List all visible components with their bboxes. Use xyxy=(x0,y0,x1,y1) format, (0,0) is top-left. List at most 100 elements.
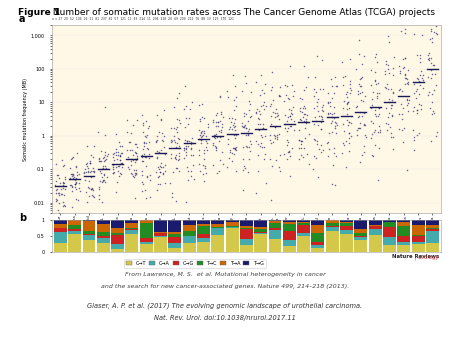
Bar xyxy=(97,224,110,233)
Point xyxy=(359,90,366,95)
Point xyxy=(159,138,166,143)
Point xyxy=(98,148,105,154)
Point xyxy=(67,182,74,188)
Point xyxy=(332,124,339,129)
Point xyxy=(313,103,320,109)
Point xyxy=(299,105,306,111)
Point xyxy=(367,68,374,73)
Point xyxy=(196,116,203,121)
Bar xyxy=(168,237,181,243)
Point xyxy=(133,157,140,162)
Point xyxy=(356,125,364,131)
Point xyxy=(119,143,126,149)
Point xyxy=(344,100,351,105)
Point xyxy=(197,132,204,138)
Point xyxy=(212,146,220,151)
Point xyxy=(153,137,161,143)
Point xyxy=(311,137,318,143)
Point xyxy=(302,84,310,90)
Point xyxy=(153,139,160,144)
Point xyxy=(303,113,310,118)
Point xyxy=(375,106,382,111)
Point xyxy=(356,114,363,119)
Point xyxy=(243,145,251,150)
Bar xyxy=(183,236,196,243)
Point xyxy=(338,150,346,155)
Point xyxy=(397,101,404,107)
Point xyxy=(138,168,145,174)
Point xyxy=(331,183,338,188)
Point xyxy=(69,205,76,210)
Point xyxy=(133,155,140,160)
Point xyxy=(310,166,317,171)
Point xyxy=(180,155,188,161)
Point xyxy=(330,111,338,116)
Point xyxy=(199,162,206,168)
Point xyxy=(261,99,268,104)
Point xyxy=(213,170,220,175)
Point xyxy=(132,141,140,147)
Point xyxy=(230,108,238,113)
Point xyxy=(200,171,207,176)
Bar xyxy=(355,236,367,238)
Point xyxy=(343,106,350,112)
Point xyxy=(375,105,382,111)
Point xyxy=(268,69,275,74)
Bar xyxy=(225,220,238,222)
Point xyxy=(271,114,279,120)
Point xyxy=(141,134,149,139)
Point xyxy=(395,63,402,69)
Point xyxy=(101,132,108,138)
Point xyxy=(201,128,208,134)
Point xyxy=(213,123,220,128)
Point xyxy=(231,147,239,152)
Point xyxy=(246,107,253,113)
Text: a: a xyxy=(18,14,25,24)
Point xyxy=(304,74,311,79)
Text: and the search for new cancer-associated genes. Nature 499, 214–218 (2013).: and the search for new cancer-associated… xyxy=(101,284,349,289)
Point xyxy=(342,92,349,97)
Point xyxy=(288,111,296,117)
Point xyxy=(87,175,94,180)
Point xyxy=(55,210,63,216)
Point xyxy=(112,165,120,170)
Point xyxy=(232,146,239,152)
Point xyxy=(116,153,123,159)
Point xyxy=(315,113,323,119)
Point xyxy=(62,203,69,209)
Bar xyxy=(240,226,253,228)
Point xyxy=(411,134,418,140)
Bar xyxy=(111,228,124,234)
Text: | Urology: | Urology xyxy=(384,254,439,260)
Point xyxy=(254,106,261,112)
Point xyxy=(125,154,132,159)
Point xyxy=(305,162,312,167)
Point xyxy=(61,162,68,167)
Point xyxy=(256,116,263,122)
Point xyxy=(259,144,266,150)
Point xyxy=(382,84,389,90)
Point xyxy=(87,168,94,173)
Point xyxy=(410,31,418,37)
Point xyxy=(333,121,340,126)
Point xyxy=(175,117,182,123)
Point xyxy=(238,120,245,125)
Bar xyxy=(126,223,138,227)
Point xyxy=(241,113,248,118)
Point xyxy=(171,125,178,130)
Point xyxy=(238,123,246,129)
Point xyxy=(346,85,354,91)
Point xyxy=(287,123,294,128)
Point xyxy=(53,188,60,193)
Point xyxy=(268,121,275,126)
Bar xyxy=(355,230,367,233)
Point xyxy=(113,156,121,162)
Point xyxy=(431,87,438,93)
Point xyxy=(427,68,434,73)
Bar xyxy=(311,242,324,245)
Point xyxy=(185,116,192,121)
Bar xyxy=(297,221,310,223)
Point xyxy=(361,133,368,138)
Point xyxy=(433,133,440,138)
Point xyxy=(88,186,95,191)
